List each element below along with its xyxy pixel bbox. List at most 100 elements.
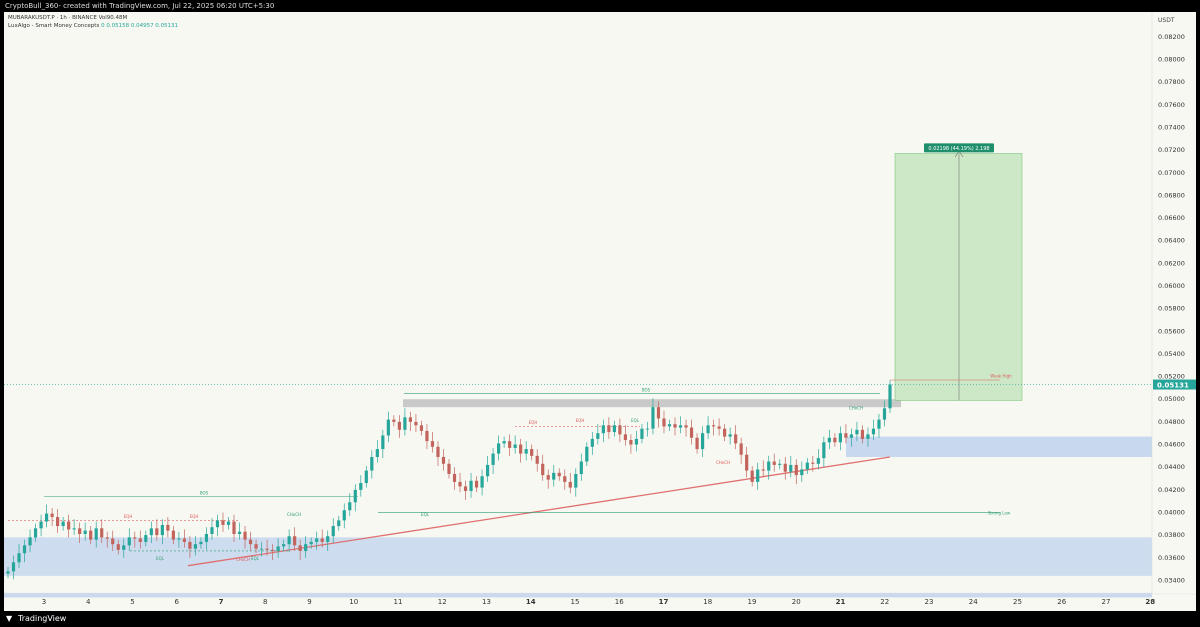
- candle-body: [6, 571, 10, 574]
- bos-label-2: BOS: [642, 387, 651, 392]
- candle-body: [723, 428, 727, 437]
- candle-body: [348, 502, 352, 511]
- candle-body: [689, 427, 694, 438]
- candle-body: [188, 541, 192, 549]
- candle-body: [651, 407, 655, 429]
- indicator-line: LuxAlgo - Smart Money Concepts 0 0.05158…: [8, 22, 178, 30]
- candle-body: [276, 546, 280, 551]
- candle-body: [552, 472, 556, 480]
- caption-bar: CryptoBull_360- created with TradingView…: [0, 0, 1200, 12]
- candle-body: [717, 426, 721, 429]
- choch-label-2: CHoCH: [236, 557, 250, 562]
- candle-body: [11, 562, 16, 572]
- choch-label-3: CHoCH: [716, 460, 730, 465]
- eql-label-3: EQL: [421, 512, 430, 517]
- candle-body: [822, 442, 826, 459]
- time-tick-label: 18: [703, 598, 712, 606]
- time-tick-label: 24: [969, 598, 978, 606]
- candle-body: [166, 524, 170, 531]
- candle-body: [756, 469, 760, 482]
- candle-body: [50, 513, 54, 518]
- candle-body: [33, 528, 38, 538]
- candle-body: [39, 521, 43, 529]
- eql-label-4: EQL: [631, 418, 640, 423]
- candle-body: [783, 463, 787, 472]
- measure-label: 0.02198 (44.19%) 2,198: [928, 146, 989, 152]
- candle-body: [199, 541, 203, 545]
- price-tick-label: 0.06400: [1158, 237, 1185, 245]
- measure-label-box: [924, 143, 994, 153]
- price-tick-label: 0.07600: [1158, 101, 1185, 109]
- candle-body: [177, 538, 181, 540]
- time-tick-label: 8: [263, 598, 267, 606]
- eqh-label-4: EQH: [576, 418, 585, 423]
- candle-body: [678, 425, 683, 428]
- candle-body: [315, 538, 319, 542]
- choch-label-1: CHoCH: [287, 512, 301, 517]
- candle-body: [94, 528, 98, 540]
- candle-body: [408, 417, 413, 422]
- candle-body: [833, 437, 837, 443]
- eqh-label-3: EQH: [529, 420, 538, 425]
- candle-body: [601, 425, 605, 434]
- candle-body: [237, 531, 242, 534]
- candle-body: [634, 438, 639, 445]
- candle-body: [871, 428, 876, 435]
- candle-body: [524, 449, 528, 454]
- price-tick-label: 0.08000: [1158, 56, 1185, 64]
- demand-zone-lower: [4, 537, 1152, 576]
- time-tick-label: 9: [307, 598, 311, 606]
- candle-body: [320, 538, 324, 542]
- time-tick-label: 27: [1102, 598, 1111, 606]
- candle-body: [535, 455, 539, 464]
- time-tick-label: 4: [86, 598, 91, 606]
- candle-body: [811, 462, 815, 464]
- candle-body: [210, 527, 214, 534]
- candle-body: [430, 441, 435, 447]
- time-tick-label: 21: [836, 598, 846, 606]
- candle-body: [232, 521, 236, 534]
- time-tick-label: 13: [482, 598, 491, 606]
- time-tick-label: 23: [925, 598, 934, 606]
- candle-body: [447, 463, 451, 474]
- candle-body: [849, 434, 854, 438]
- time-tick-label: 6: [175, 598, 180, 606]
- candle-body: [17, 553, 21, 563]
- price-tick-label: 0.05600: [1158, 327, 1185, 335]
- candle-body: [155, 528, 159, 536]
- candle-body: [56, 517, 60, 527]
- price-axis-unit: USDT: [1158, 17, 1175, 24]
- price-tick-label: 0.05000: [1158, 395, 1185, 403]
- candle-body: [855, 429, 859, 435]
- strong-low-label: Strong Low: [988, 511, 1011, 516]
- candle-body: [149, 528, 153, 536]
- candle-body: [44, 513, 49, 522]
- candle-body: [89, 530, 93, 540]
- candle-body: [761, 469, 765, 471]
- indicator-name: LuxAlgo - Smart Money Concepts: [8, 23, 100, 29]
- candle-body: [403, 417, 407, 430]
- candle-body: [684, 425, 688, 428]
- price-tick-label: 0.06800: [1158, 191, 1185, 199]
- candle-body: [750, 470, 754, 482]
- time-tick-label: 10: [349, 598, 358, 606]
- candle-body: [282, 544, 286, 547]
- time-tick-label: 7: [219, 598, 224, 606]
- candle-body: [436, 446, 440, 457]
- price-tick-label: 0.04000: [1158, 508, 1185, 516]
- candle-body: [72, 528, 76, 530]
- candle-body: [116, 544, 120, 550]
- price-axis-bg: [1152, 12, 1196, 594]
- candle-body: [122, 545, 126, 550]
- footer-bar: ▼ TradingView: [0, 611, 1200, 627]
- candle-body: [293, 536, 297, 546]
- candle-body: [805, 462, 809, 470]
- candle-body: [204, 533, 209, 542]
- price-tick-label: 0.07800: [1158, 78, 1185, 86]
- time-tick-label: 19: [748, 598, 757, 606]
- candle-body: [243, 531, 247, 540]
- candle-body: [353, 489, 357, 503]
- candle-body: [563, 476, 567, 482]
